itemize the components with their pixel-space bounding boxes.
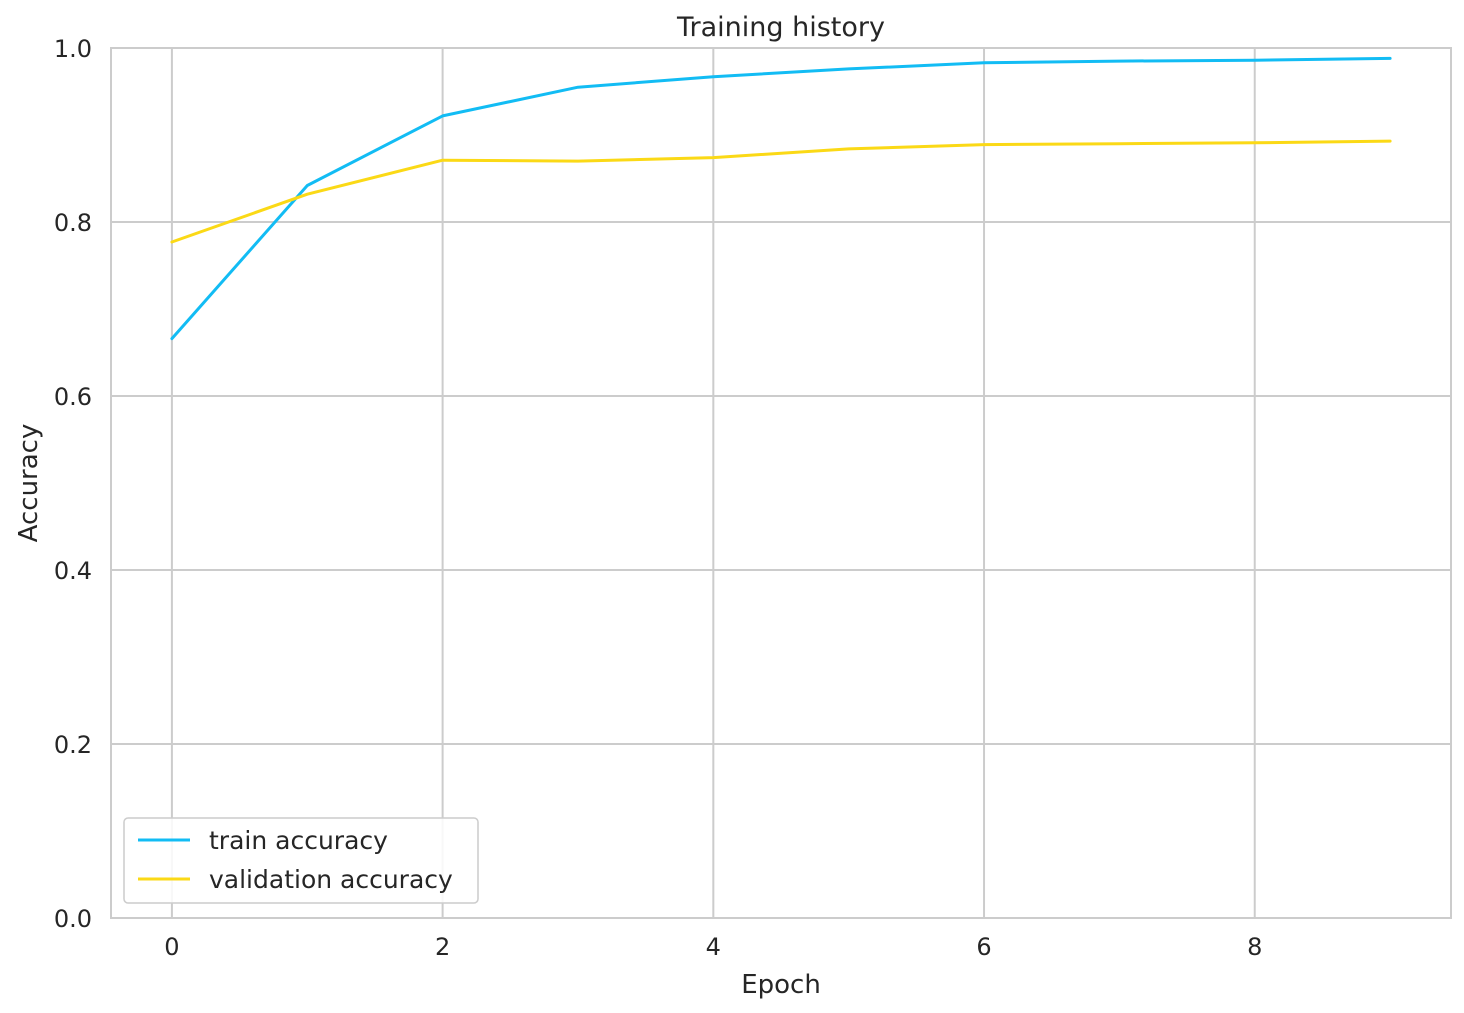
legend: train accuracy validation accuracy <box>123 817 479 904</box>
y-axis-title: Accuracy <box>14 424 44 543</box>
series-lines <box>170 56 1392 341</box>
x-tick-label: 6 <box>976 933 991 961</box>
y-tick-label: 0.2 <box>54 731 92 759</box>
y-tick-label: 0.8 <box>54 209 92 237</box>
series-line-validation <box>170 139 1392 244</box>
x-axis-title: Epoch <box>741 970 821 1000</box>
plot-frame <box>110 47 1452 919</box>
x-tick-label: 4 <box>706 933 721 961</box>
x-tick-label: 0 <box>164 933 179 961</box>
x-tick-label: 8 <box>1247 933 1262 961</box>
legend-box <box>123 817 479 904</box>
plot-area-background <box>111 48 1451 918</box>
x-tick-label: 2 <box>435 933 450 961</box>
chart-title: Training history <box>676 12 885 43</box>
y-tick-label: 0.4 <box>54 557 92 585</box>
legend-label-train: train accuracy <box>209 826 388 855</box>
y-tick-label: 0.6 <box>54 383 92 411</box>
series-line-train <box>170 56 1392 341</box>
y-tick-label: 1.0 <box>54 35 92 63</box>
tick-labels: 0 2 4 6 8 0.0 0.2 0.4 0.6 0.8 1.0 <box>54 35 1263 961</box>
legend-label-validation: validation accuracy <box>209 865 453 894</box>
y-tick-label: 0.0 <box>54 905 92 933</box>
